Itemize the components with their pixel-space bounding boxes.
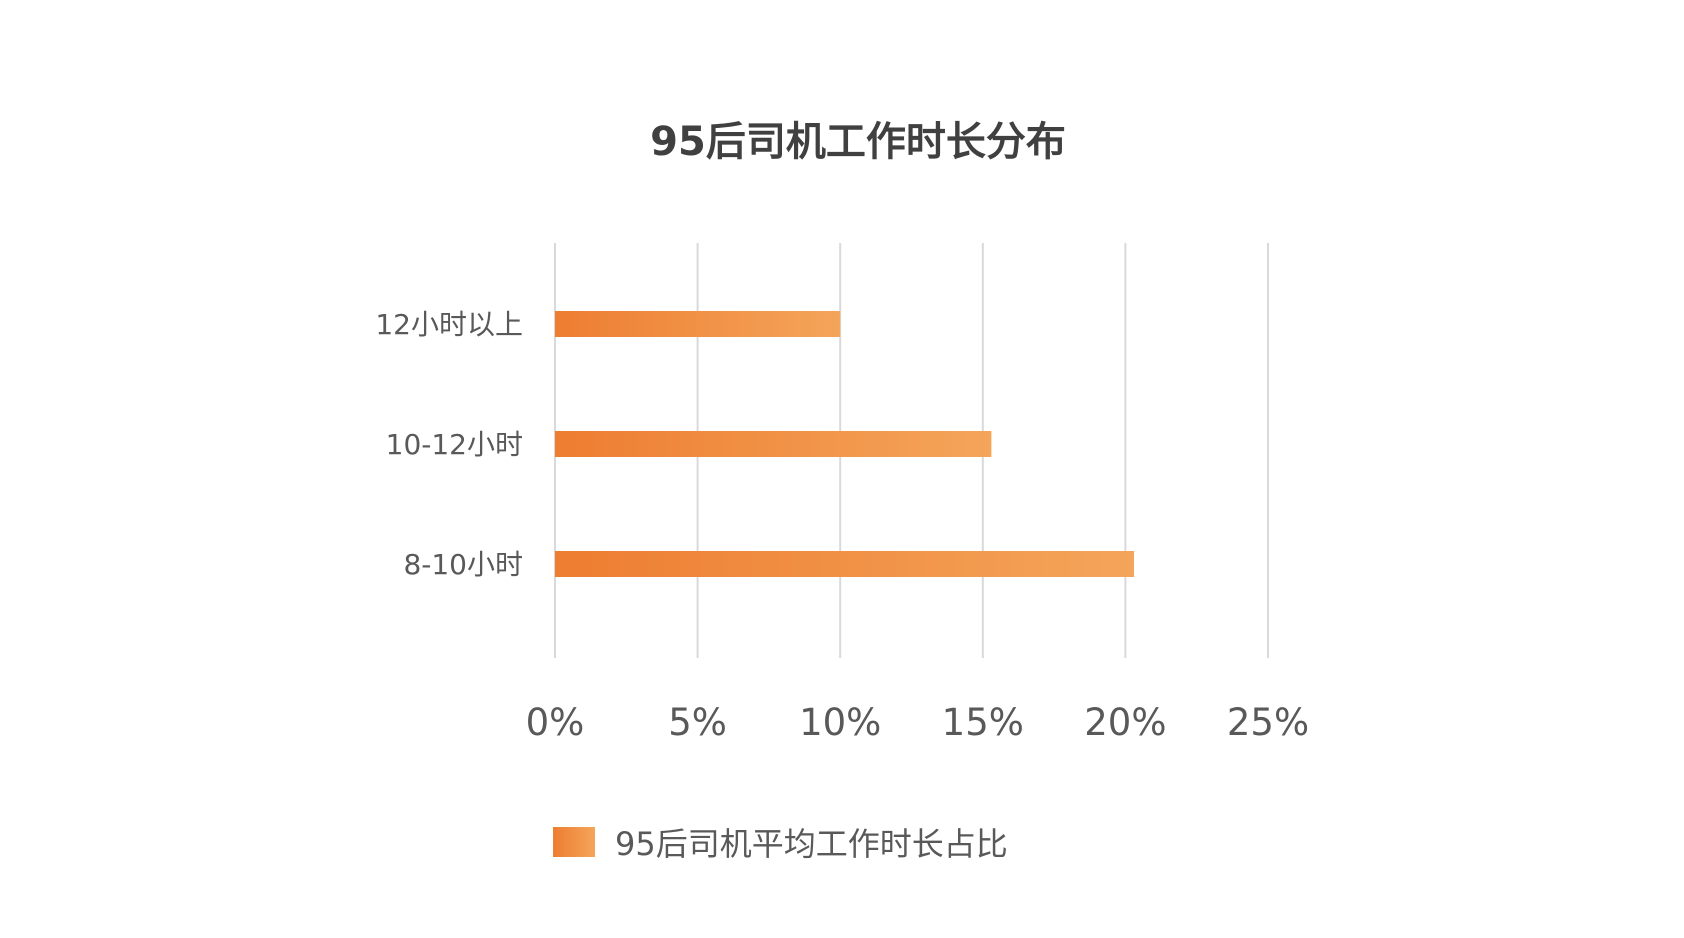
x-tick-label: 15% [942, 701, 1024, 744]
x-tick-label: 0% [526, 701, 585, 744]
category-label: 8-10小时 [403, 548, 523, 581]
bars [555, 311, 1134, 577]
legend-label: 95后司机平均工作时长占比 [615, 825, 1008, 863]
bar [555, 551, 1134, 577]
x-tick-label: 5% [668, 701, 727, 744]
bar [555, 311, 841, 337]
x-tick-label: 25% [1227, 701, 1309, 744]
category-label: 10-12小时 [386, 428, 523, 461]
legend-swatch [553, 827, 595, 857]
legend: 95后司机平均工作时长占比 [553, 825, 1008, 863]
category-label: 12小时以上 [375, 308, 523, 341]
x-tick-label: 10% [799, 701, 881, 744]
category-labels: 12小时以上 10-12小时 8-10小时 [375, 308, 523, 581]
x-tick-label: 20% [1084, 701, 1166, 744]
bar [555, 431, 992, 457]
x-axis-tick-labels: 0% 5% 10% 15% 20% 25% [526, 701, 1309, 744]
chart-title: 95后司机工作时长分布 [650, 119, 1066, 165]
